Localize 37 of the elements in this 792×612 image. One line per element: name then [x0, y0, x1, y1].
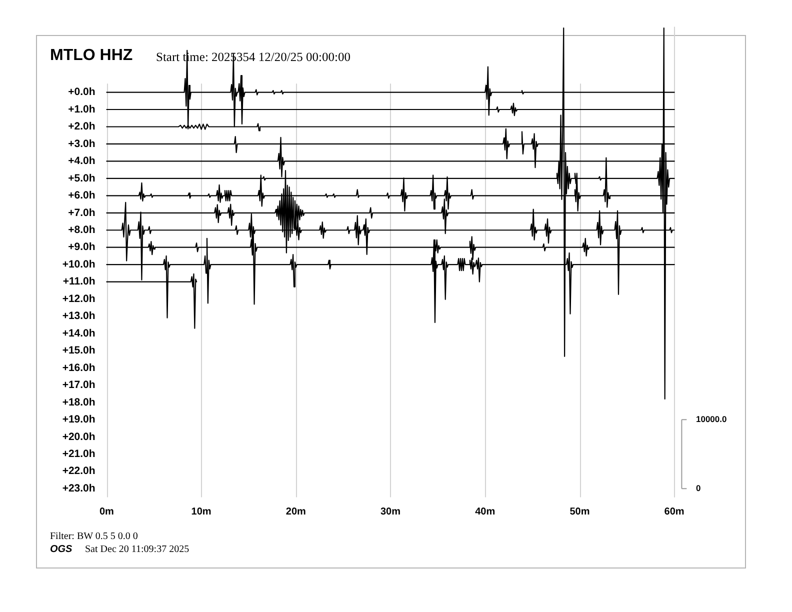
- x-tick-label: 60m: [664, 506, 684, 518]
- y-tick-label: +13.0h: [62, 310, 96, 322]
- y2-tick-label: 0: [696, 482, 701, 493]
- y-tick-label: +19.0h: [62, 414, 96, 426]
- y-tick-label: +3.0h: [68, 138, 96, 150]
- y-tick-label: +18.0h: [62, 396, 96, 408]
- y-tick-label: +12.0h: [62, 292, 96, 305]
- y-tick-label: +7.0h: [68, 206, 96, 219]
- y-tick-label: +21.0h: [62, 448, 96, 460]
- y-tick-label: +6.0h: [68, 190, 96, 202]
- text: Filter: BW 0.5 5 0.0 0: [50, 531, 138, 542]
- y-tick-label: +23.0h: [62, 482, 96, 494]
- x-tick-label: 50m: [570, 506, 590, 518]
- text: OGS: [50, 544, 72, 555]
- x-tick-label: 30m: [380, 506, 401, 518]
- y-tick-label: +14.0h: [62, 327, 96, 340]
- y-tick-label: +4.0h: [68, 155, 96, 168]
- y-tick-label: +22.0h: [62, 465, 96, 478]
- y-tick-label: +15.0h: [62, 344, 96, 357]
- y-tick-label: +1.0h: [68, 103, 96, 116]
- y-tick-label: +20.0h: [62, 430, 96, 443]
- y-tick-label: +10.0h: [62, 258, 96, 270]
- y-tick-label: +17.0h: [62, 379, 96, 392]
- y-tick-label: +0.0h: [68, 86, 96, 98]
- y-tick-label: +5.0h: [68, 172, 96, 184]
- y-tick-label: +2.0h: [68, 120, 96, 133]
- x-tick-label: 20m: [286, 506, 306, 518]
- y2-tick-label: 10000.0: [696, 414, 727, 424]
- y-tick-label: +9.0h: [68, 241, 96, 254]
- y-tick-label: +11.0h: [62, 276, 96, 288]
- text: MTLO HHZ: [50, 47, 133, 64]
- text: Sat Dec 20 11:09:37 2025: [85, 544, 190, 555]
- x-tick-label: 40m: [475, 506, 496, 518]
- y-tick-label: +8.0h: [68, 224, 96, 236]
- x-tick-label: 10m: [191, 506, 212, 518]
- y-tick-label: +16.0h: [62, 362, 96, 374]
- x-tick-label: 0m: [99, 506, 114, 518]
